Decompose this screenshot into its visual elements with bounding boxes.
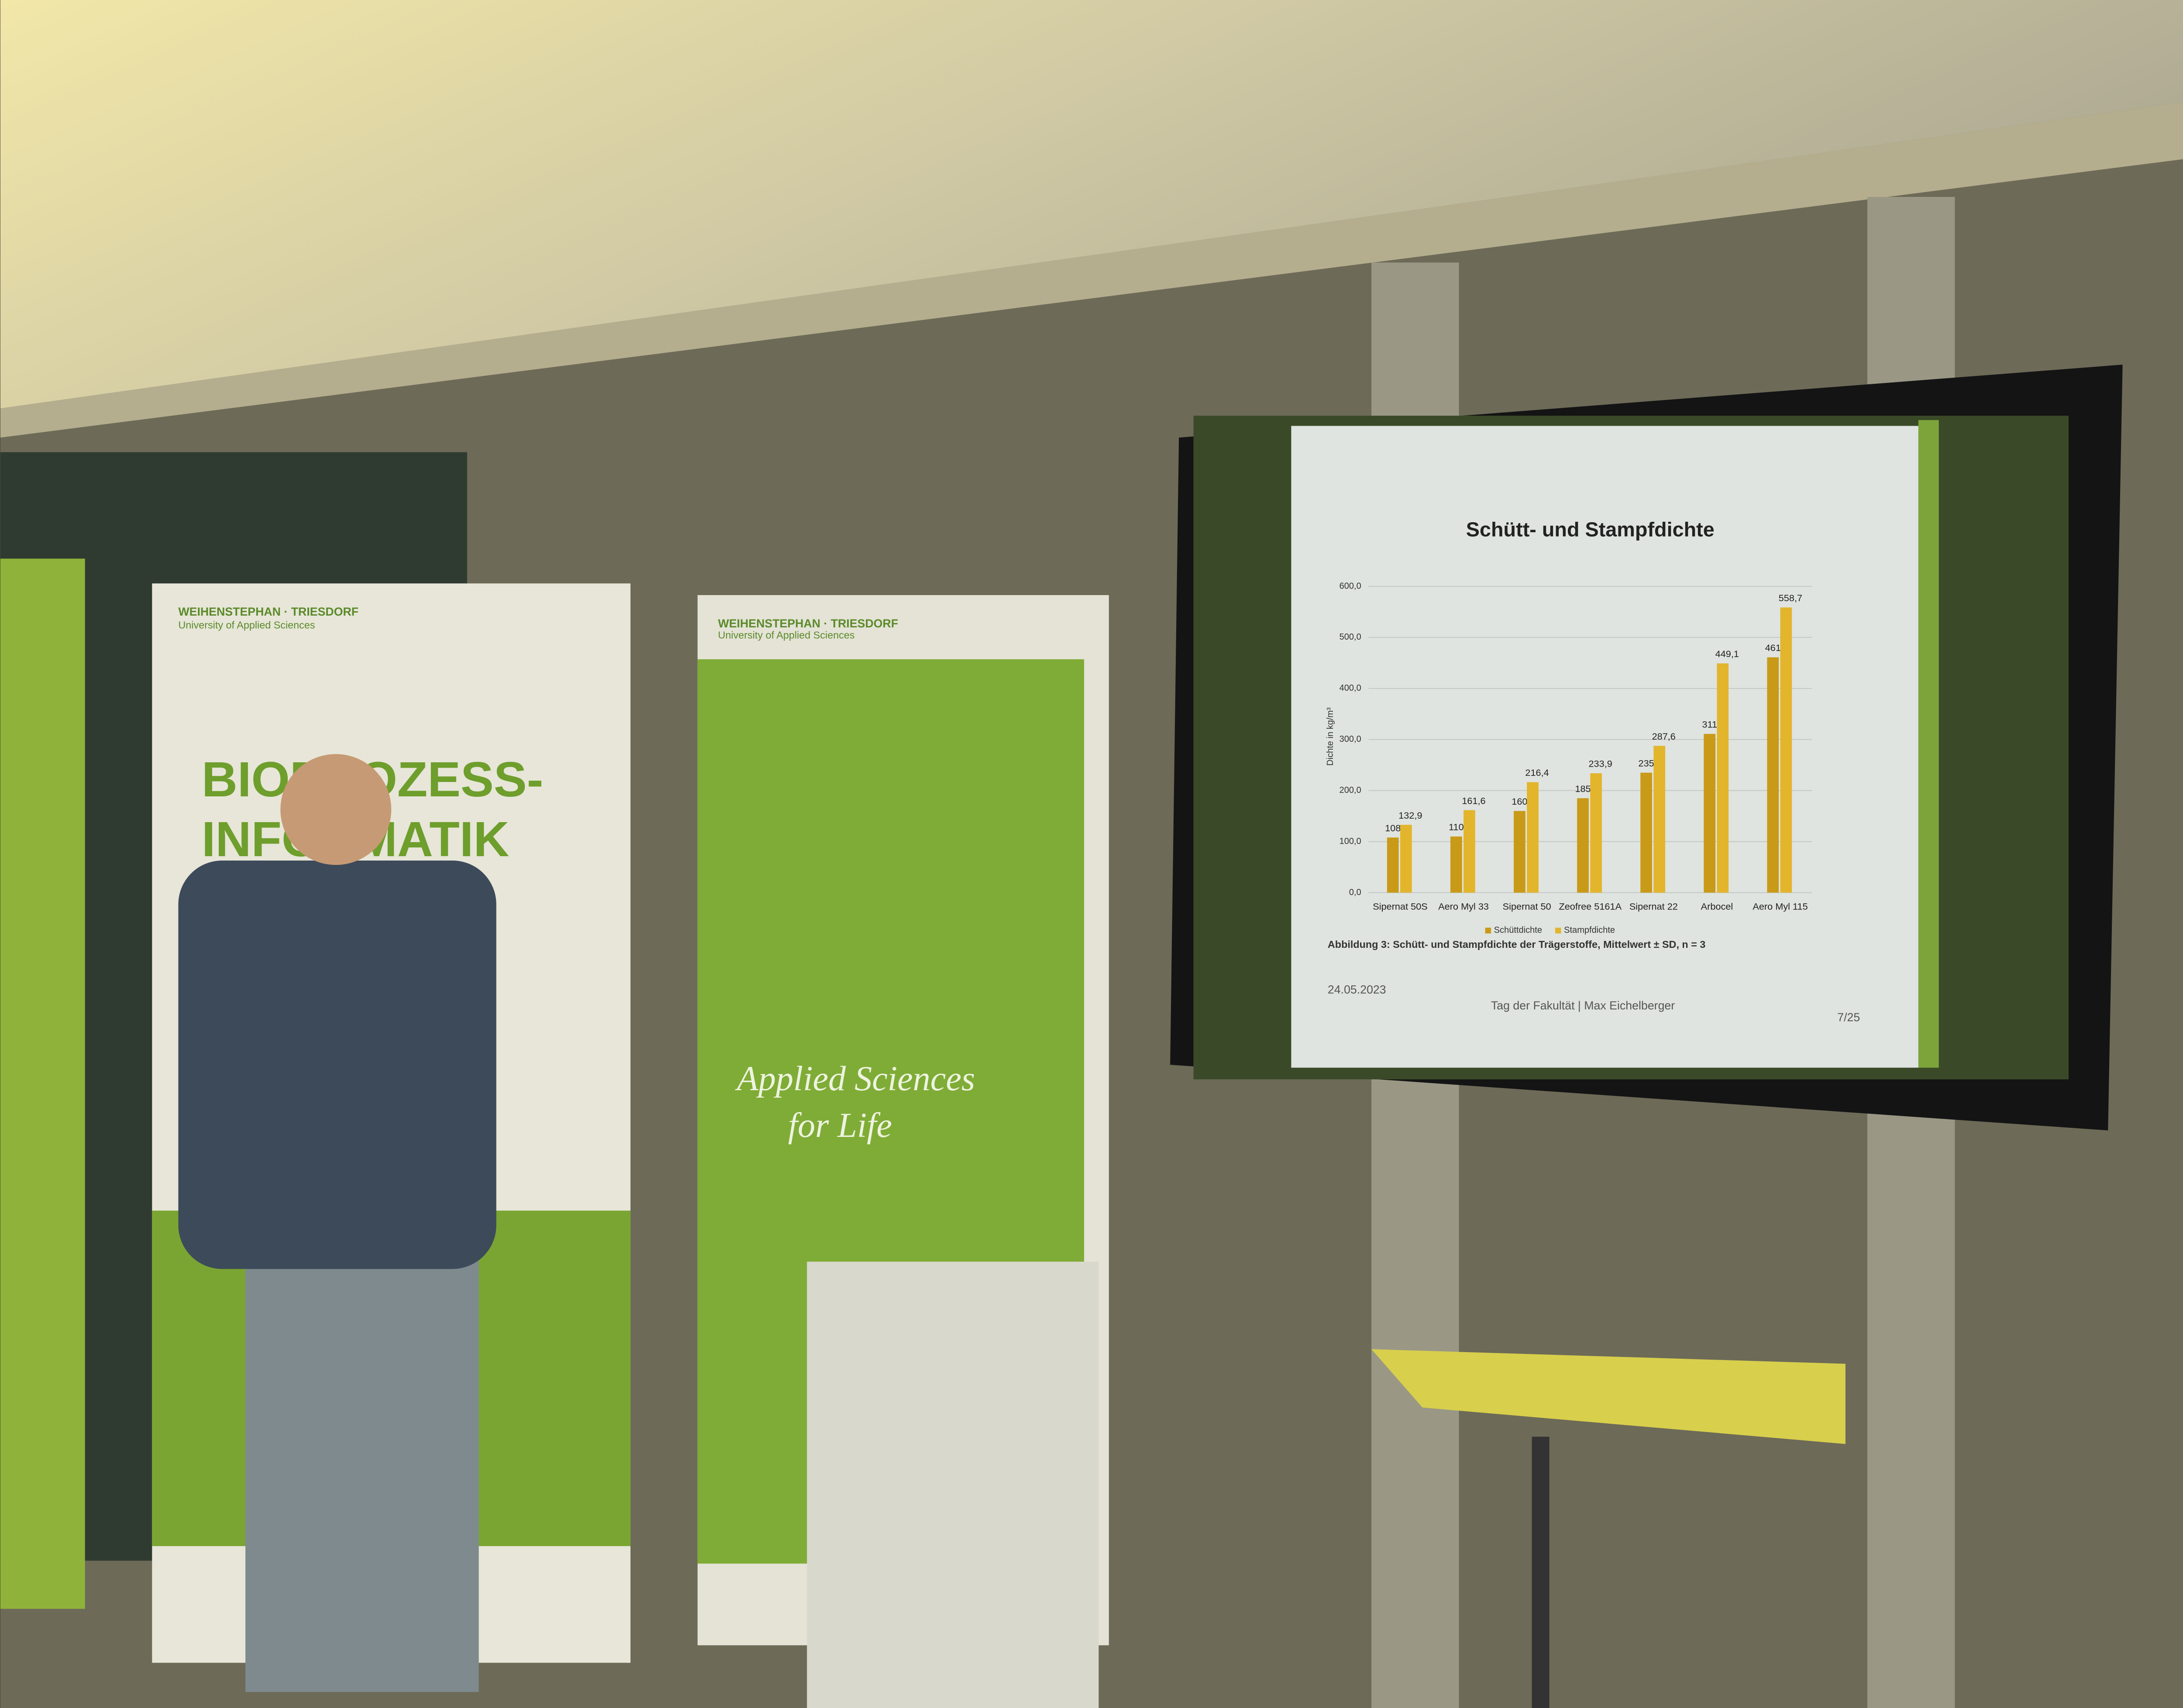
legend-swatch: [1485, 927, 1491, 934]
bar: [1463, 810, 1475, 893]
data-label: 216,4: [1525, 767, 1549, 778]
table: [1371, 1349, 1846, 1444]
x-tick-label: Sipernat 22: [1629, 901, 1678, 912]
banner-brand: WEIHENSTEPHAN · TRIESDORF: [178, 605, 358, 618]
x-tick-label: Zeofree 5161A: [1559, 901, 1622, 912]
x-tick-label: Sipernat 50S: [1373, 901, 1427, 912]
y-axis-label: Dichte in kg/m³: [1326, 707, 1335, 766]
data-label: 110: [1449, 822, 1464, 833]
y-tick-label: 0,0: [1349, 888, 1361, 897]
person-legs: [245, 1225, 479, 1692]
bar: [1780, 607, 1792, 893]
chart-title: Schütt- und Stampfdichte: [1466, 518, 1715, 541]
bar: [1514, 811, 1525, 893]
data-label: 311: [1702, 719, 1717, 730]
data-label: 461: [1765, 642, 1781, 653]
ceiling: [0, 0, 2183, 409]
bar: [1704, 733, 1716, 893]
banner-university: University of Applied Sciences: [718, 630, 855, 641]
data-label: 233,9: [1588, 758, 1612, 769]
banner-slogan: for Life: [788, 1106, 892, 1145]
slide-page: 7/25: [1837, 1011, 1860, 1024]
chart-caption: Abbildung 3: Schütt- und Stampfdichte de…: [1328, 939, 1705, 950]
banner: [0, 558, 85, 1609]
person-shirt: [178, 861, 496, 1269]
chart: 0,0 100,0 200,0 300,0 400,0 500,0 600,0 Siperna…: [1339, 581, 1812, 935]
y-tick-label: 500,0: [1339, 632, 1361, 642]
slide-accent: [1918, 420, 1939, 1068]
banner-slogan: Applied Sciences: [735, 1060, 975, 1098]
ceiling-beam: [0, 102, 2183, 438]
bar: [1767, 657, 1779, 893]
bar: [1400, 825, 1412, 893]
x-tick-label: Aero Myl 115: [1753, 901, 1808, 912]
bar: [1387, 837, 1399, 893]
lectern: [807, 1261, 1099, 1708]
data-label: 108: [1385, 823, 1401, 833]
data-label: 132,9: [1398, 810, 1422, 821]
data-label: 161,6: [1462, 795, 1485, 806]
data-label: 558,7: [1779, 592, 1802, 603]
slide-footer: Tag der Fakultät | Max Eichelberger: [1491, 999, 1675, 1012]
bar: [1640, 772, 1653, 893]
slide: [1291, 426, 1918, 1068]
x-tick-label: Sipernat 50: [1503, 901, 1551, 912]
x-tick-label: Aero Myl 33: [1438, 901, 1489, 912]
data-label: 235: [1639, 758, 1654, 768]
y-tick-label: 400,0: [1339, 683, 1361, 693]
y-tick-label: 300,0: [1339, 734, 1361, 744]
legend-label: Stampfdichte: [1564, 926, 1615, 935]
y-tick-label: 600,0: [1339, 581, 1361, 591]
table-leg: [1532, 1436, 1549, 1708]
bar: [1590, 773, 1602, 893]
bar: [1527, 782, 1539, 893]
bar: [1450, 836, 1462, 893]
data-label: 449,1: [1715, 648, 1739, 659]
bar: [1653, 746, 1666, 893]
bar: [1717, 663, 1729, 893]
data-label: 185: [1575, 783, 1591, 794]
bar: [1577, 798, 1589, 893]
y-tick-label: 200,0: [1339, 785, 1361, 795]
legend-swatch: [1555, 927, 1561, 934]
x-tick-label: Arbocel: [1701, 901, 1733, 912]
legend-label: Schüttdichte: [1494, 926, 1542, 935]
person-head: [280, 754, 392, 865]
banner-university: University of Applied Sciences: [178, 619, 315, 630]
y-tick-label: 100,0: [1339, 837, 1361, 846]
data-label: 160: [1512, 796, 1527, 807]
banner-brand: WEIHENSTEPHAN · TRIESDORF: [718, 617, 899, 630]
slide-date: 24.05.2023: [1328, 983, 1386, 996]
data-label: 287,6: [1652, 731, 1676, 742]
